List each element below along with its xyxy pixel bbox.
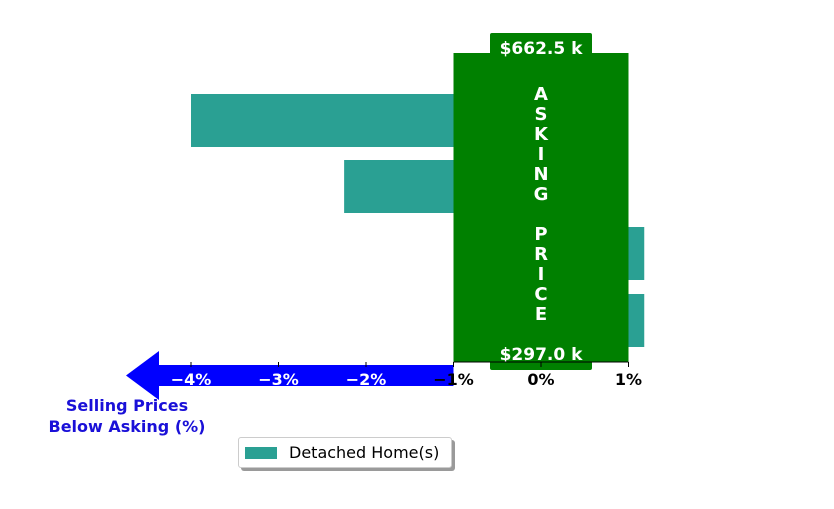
top-price-box: [490, 33, 592, 63]
x-tick-label: −2%: [346, 370, 387, 389]
legend-label: Detached Home(s): [289, 443, 440, 462]
legend-swatch: [245, 446, 277, 459]
asking-price-letter: G: [534, 184, 549, 205]
arrow-caption-line: Selling Prices: [66, 396, 188, 415]
arrow-caption-line: Below Asking (%): [49, 417, 206, 436]
asking-price-letter: R: [534, 244, 548, 265]
asking-price-letter: K: [534, 124, 549, 145]
asking-price-letter: C: [534, 284, 547, 305]
legend: Detached Home(s): [238, 437, 452, 468]
top-price-label: $662.5 k: [500, 39, 584, 59]
asking-price-letter: E: [535, 304, 547, 325]
asking-price-letter: N: [533, 164, 548, 185]
x-tick-label: 0%: [527, 370, 554, 389]
asking-price-letter: I: [538, 144, 545, 165]
bottom-price-label: $297.0 k: [500, 345, 584, 365]
asking-price-letter: A: [534, 84, 548, 105]
asking-price-letter: S: [535, 104, 548, 125]
asking-price-band: [453, 53, 629, 362]
asking-price-letter: P: [534, 224, 547, 245]
asking-price-letter: I: [538, 264, 545, 285]
x-tick-label: −1%: [433, 370, 474, 389]
below-asking-arrow: [126, 351, 454, 400]
x-tick-label: −3%: [258, 370, 299, 389]
x-tick-label: 1%: [615, 370, 642, 389]
x-tick-label: −4%: [171, 370, 212, 389]
